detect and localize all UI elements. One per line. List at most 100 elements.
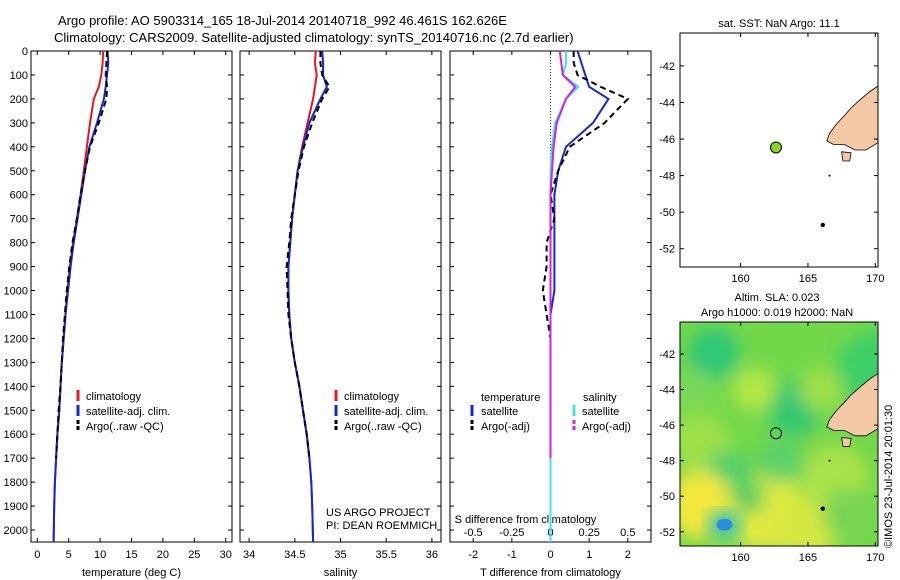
salinity-panel: 34 34.5 35 35.5 36 salinity climatology satelli… bbox=[239, 50, 442, 579]
s-tick-label: 0.5 bbox=[620, 527, 635, 539]
x-tick-label: 165 bbox=[799, 273, 817, 285]
y-tick-label: -52 bbox=[659, 527, 675, 539]
sla-cell bbox=[680, 369, 714, 410]
x-tick-label: 160 bbox=[731, 273, 749, 285]
sla-cell bbox=[759, 438, 804, 483]
x-tick-label: 0 bbox=[547, 549, 553, 561]
y-tick-label: 600 bbox=[10, 190, 28, 202]
pi-credit: PI: DEAN ROEMMICH bbox=[326, 520, 437, 532]
y-tick-label: 1300 bbox=[4, 357, 28, 369]
legend-label: satellite-adj. clim. bbox=[86, 406, 170, 418]
snares-islands bbox=[828, 174, 831, 177]
y-tick-label: -52 bbox=[659, 244, 675, 256]
x-tick-label: 5 bbox=[66, 549, 72, 561]
y-tick-label: 900 bbox=[10, 262, 28, 274]
x-tick-label: 1 bbox=[586, 549, 592, 561]
x-tick-label: 2 bbox=[625, 549, 631, 561]
s-difference-label: S difference from climatology bbox=[455, 514, 597, 526]
y-tick-label: 1100 bbox=[4, 309, 28, 321]
y-tick-label: 700 bbox=[10, 214, 28, 226]
float-position-marker bbox=[769, 427, 782, 440]
profile-panels: 0100200300400500600700800900100011001200… bbox=[4, 46, 652, 579]
y-tick-label: 1500 bbox=[4, 405, 28, 417]
temperature-series-satellite-adj-clim- bbox=[52, 51, 110, 542]
sla-low-core bbox=[716, 518, 733, 531]
map_sst-title: sat. SST: NaN Argo: 11.1 bbox=[718, 18, 839, 30]
x-tick-label: 0 bbox=[34, 549, 40, 561]
legend-label: satellite-adj. clim. bbox=[344, 406, 428, 418]
y-tick-label: 1600 bbox=[4, 429, 28, 441]
x-tick-label: 35.5 bbox=[375, 549, 396, 561]
sla-cell bbox=[799, 367, 844, 412]
map-panels: 160 165 170 -42 -44 -46 -48 -50 -52 sat. SST: NaN… bbox=[659, 18, 884, 564]
imos-credit: ©IMOS 23-Jul-2014 20:01:30 bbox=[883, 405, 895, 548]
x-tick-label: -1 bbox=[507, 549, 517, 561]
salinity-frame bbox=[239, 50, 442, 543]
y-tick-label: -48 bbox=[659, 456, 675, 468]
y-tick-label: -42 bbox=[659, 349, 675, 361]
y-tick-label: 300 bbox=[10, 118, 28, 130]
legend-title-temperature: temperature bbox=[481, 392, 540, 404]
x-tick-label: 34 bbox=[243, 549, 255, 561]
difference-series-argo-adj- bbox=[549, 51, 577, 459]
auckland-islands bbox=[820, 506, 825, 511]
sla-cell bbox=[729, 478, 766, 515]
y-tick-label: 400 bbox=[10, 142, 28, 154]
y-tick-label: -42 bbox=[659, 61, 675, 73]
y-tick-label: 0 bbox=[22, 46, 28, 58]
x-tick-label: 15 bbox=[125, 549, 137, 561]
sla-cell bbox=[822, 488, 875, 540]
temperature-panel: 0100200300400500600700800900100011001200… bbox=[4, 46, 233, 579]
s-tick-label: -0.25 bbox=[499, 527, 524, 539]
auckland-islands bbox=[820, 222, 825, 228]
stewart-island bbox=[841, 151, 852, 162]
x-tick-label: 30 bbox=[220, 549, 232, 561]
y-tick-label: -50 bbox=[659, 207, 675, 219]
s-tick-label: -0.5 bbox=[464, 527, 483, 539]
sla-cell bbox=[687, 328, 740, 380]
x-tick-label: -2 bbox=[468, 549, 478, 561]
y-tick-label: -44 bbox=[659, 97, 675, 109]
y-tick-label: -50 bbox=[659, 491, 675, 503]
y-tick-label: 2000 bbox=[4, 525, 28, 537]
y-tick-label: 1400 bbox=[4, 381, 28, 393]
figure-title-line2: Climatology: CARS2009. Satellite-adjuste… bbox=[54, 30, 574, 45]
y-tick-label: -48 bbox=[659, 171, 675, 183]
legend-label: satellite bbox=[481, 406, 518, 418]
y-tick-label: 1200 bbox=[4, 333, 28, 345]
y-tick-label: 200 bbox=[10, 94, 28, 106]
map_sla-frame bbox=[679, 321, 879, 547]
legend-label: Argo(-adj) bbox=[582, 421, 631, 433]
y-tick-label: -44 bbox=[659, 385, 675, 397]
float-position-marker bbox=[769, 141, 782, 154]
y-tick-label: -46 bbox=[659, 420, 675, 432]
map_sla-title-line1: Altim. SLA: 0.023 bbox=[735, 292, 820, 304]
figure-title-line1: Argo profile: AO 5903314_165 18-Jul-2014… bbox=[58, 13, 507, 28]
legend-label: climatology bbox=[86, 391, 142, 403]
y-tick-label: 1700 bbox=[4, 453, 28, 465]
salinity-series-argo-raw-qc- bbox=[285, 51, 331, 459]
x-tick-label: 35 bbox=[334, 549, 346, 561]
legend-label: Argo(..raw -QC) bbox=[86, 421, 164, 433]
y-tick-label: 100 bbox=[10, 70, 28, 82]
s-tick-label: 0.25 bbox=[578, 527, 599, 539]
map_sst-panel: 160 165 170 -42 -44 -46 -48 -50 -52 sat. SST: NaN… bbox=[659, 18, 884, 285]
difference-xlabel: T difference from climatology bbox=[480, 567, 621, 579]
x-tick-label: 34.5 bbox=[284, 549, 305, 561]
x-tick-label: 160 bbox=[731, 552, 749, 564]
temperature-xlabel: temperature (deg C) bbox=[82, 567, 181, 579]
map_sla-title-line2: Argo h1000: 0.019 h2000: NaN bbox=[701, 307, 853, 319]
legend-label: Argo(-adj) bbox=[481, 421, 530, 433]
salinity-series-group bbox=[285, 51, 331, 542]
salinity-xlabel: salinity bbox=[324, 567, 358, 579]
legend-label: Argo(..raw -QC) bbox=[344, 421, 422, 433]
temperature-series-argo-raw-qc- bbox=[55, 51, 109, 459]
x-tick-label: 36 bbox=[426, 549, 438, 561]
y-tick-label: 500 bbox=[10, 166, 28, 178]
legend-label: climatology bbox=[344, 391, 400, 403]
x-tick-label: 170 bbox=[866, 273, 884, 285]
snares-islands bbox=[828, 459, 831, 462]
y-tick-label: 1800 bbox=[4, 477, 28, 489]
x-tick-label: 25 bbox=[188, 549, 200, 561]
